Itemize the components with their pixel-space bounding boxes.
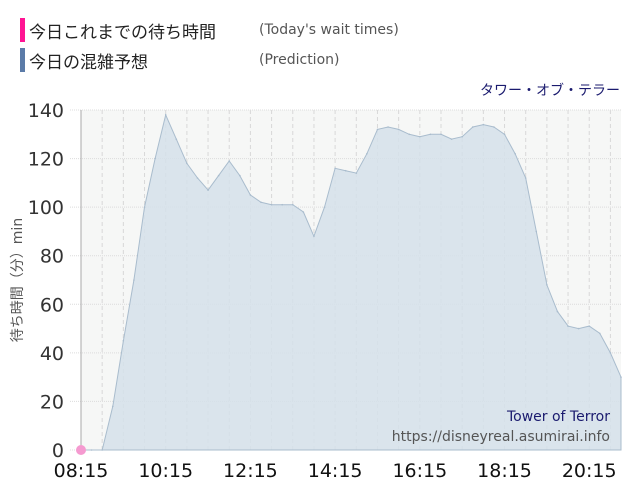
prediction-point [524, 177, 527, 179]
prediction-point [482, 123, 485, 126]
watermark-url: https://disneyreal.asumirai.info [392, 429, 610, 445]
y-tick-label: 60 [40, 294, 64, 316]
prediction-point [546, 284, 548, 286]
x-tick-label: 12:15 [223, 460, 278, 482]
legend-swatch [20, 48, 25, 72]
y-tick-label: 0 [52, 440, 64, 462]
chart-subtitle: タワー・オブ・テラー [480, 83, 620, 99]
prediction-point [302, 211, 305, 213]
x-tick-label: 10:15 [138, 460, 193, 482]
legend-label-jp: 今日これまでの待ち時間 [29, 22, 216, 43]
prediction-point [514, 152, 516, 155]
y-tick-label: 120 [28, 149, 64, 171]
y-tick-label: 140 [28, 100, 64, 122]
prediction-point [313, 235, 315, 238]
prediction-point [281, 203, 283, 206]
prediction-point [397, 128, 400, 131]
prediction-point [556, 310, 559, 313]
prediction-point [408, 133, 411, 136]
x-tick-label: 14:15 [308, 460, 363, 482]
prediction-point [344, 169, 347, 172]
prediction-point [588, 325, 591, 327]
y-axis-label: 待ち時間（分）min [10, 218, 26, 342]
x-tick-label: 20:15 [562, 460, 617, 482]
legend-swatch [20, 18, 25, 42]
prediction-point [440, 133, 442, 136]
prediction-point [461, 135, 463, 138]
prediction-point [334, 167, 336, 170]
prediction-point [260, 201, 262, 204]
legend-item-prediction: 今日の混雑予想 (Prediction) [20, 48, 340, 73]
prediction-point [567, 325, 569, 327]
prediction-point [133, 279, 135, 281]
prediction-point [419, 135, 421, 138]
prediction-point [154, 157, 156, 160]
y-tick-label: 80 [40, 246, 64, 268]
prediction-point [503, 133, 506, 136]
prediction-point [323, 206, 326, 208]
prediction-point [599, 332, 601, 335]
prediction-point [387, 126, 389, 128]
watermark-name: Tower of Terror [506, 409, 610, 425]
x-tick-label: 18:15 [477, 460, 532, 482]
prediction-point [207, 189, 209, 191]
prediction-point [577, 327, 580, 330]
prediction-point [101, 449, 103, 451]
prediction-area [81, 113, 622, 451]
prediction-point [90, 449, 93, 451]
prediction-point [186, 162, 188, 165]
prediction-point [535, 230, 538, 233]
prediction-point [164, 114, 167, 116]
prediction-point [196, 177, 199, 179]
y-tick-label: 40 [40, 343, 64, 365]
prediction-point [609, 352, 612, 354]
prediction-point [450, 138, 453, 140]
legend-label-jp: 今日の混雑予想 [29, 52, 148, 73]
prediction-point [355, 172, 358, 174]
prediction-point [228, 160, 231, 162]
x-tick-label: 08:15 [54, 460, 109, 482]
legend-label-en: (Today's wait times) [259, 22, 399, 38]
legend-item-today: 今日これまでの待ち時間 (Today's wait times) [20, 18, 399, 43]
y-tick-label: 20 [40, 391, 64, 413]
prediction-point [376, 128, 379, 131]
prediction-point [493, 126, 495, 128]
prediction-point [239, 174, 241, 177]
x-tick-label: 16:15 [392, 460, 447, 482]
prediction-point [217, 174, 220, 177]
prediction-point [270, 203, 273, 206]
prediction-point [471, 126, 474, 128]
prediction-point [429, 133, 432, 136]
prediction-point [143, 206, 146, 208]
prediction-point [175, 138, 178, 140]
prediction-point [366, 152, 368, 155]
prediction-point [620, 376, 622, 378]
actual-point [76, 445, 86, 455]
legend-label-en: (Prediction) [259, 52, 340, 68]
prediction-point [111, 405, 114, 408]
prediction-point [122, 339, 125, 342]
y-tick-label: 100 [28, 197, 64, 219]
prediction-point [291, 203, 294, 206]
prediction-point [249, 194, 252, 196]
